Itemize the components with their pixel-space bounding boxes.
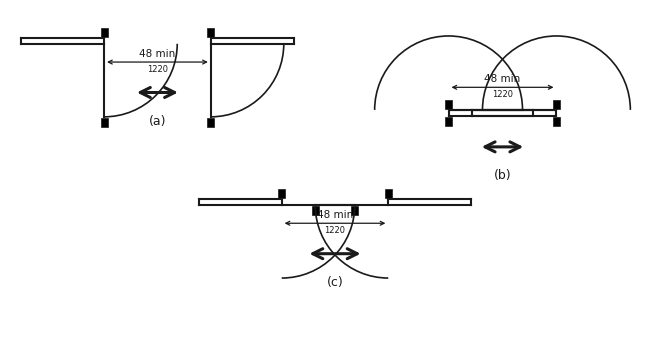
Text: 1220: 1220 — [492, 91, 513, 99]
Bar — [100, 118, 108, 127]
Text: (a): (a) — [149, 115, 166, 128]
Bar — [207, 118, 214, 127]
Bar — [445, 99, 452, 109]
Bar — [553, 99, 560, 109]
Bar — [385, 189, 392, 198]
Bar — [553, 117, 560, 126]
Text: 1220: 1220 — [147, 65, 168, 74]
Bar — [312, 206, 319, 215]
Text: 48 min: 48 min — [484, 74, 521, 84]
Bar — [207, 27, 214, 37]
Bar — [278, 189, 285, 198]
Text: 1220: 1220 — [324, 226, 346, 235]
Text: (b): (b) — [494, 169, 511, 182]
Bar — [445, 117, 452, 126]
Bar — [351, 206, 358, 215]
Text: 48 min: 48 min — [139, 49, 176, 59]
Bar — [100, 27, 108, 37]
Text: (c): (c) — [327, 276, 344, 289]
Text: 48 min: 48 min — [317, 210, 353, 220]
